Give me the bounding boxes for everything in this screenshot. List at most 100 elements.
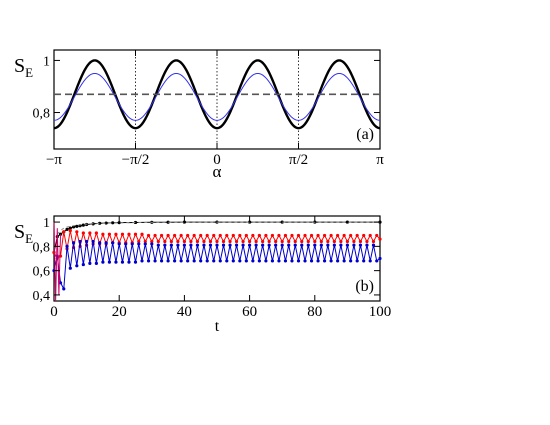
panel-a-series xyxy=(53,59,381,130)
data-point xyxy=(261,243,265,247)
data-point xyxy=(345,239,349,244)
data-point xyxy=(163,239,167,244)
y-tick-label: 1 xyxy=(43,54,50,69)
data-point xyxy=(355,233,359,238)
data-point xyxy=(137,239,141,244)
data-point xyxy=(274,243,278,247)
series-line-blue-markers xyxy=(53,241,381,291)
data-point xyxy=(173,259,177,263)
data-point xyxy=(362,259,366,263)
y-tick-label: 0,4 xyxy=(33,289,51,304)
data-point xyxy=(277,233,281,238)
data-point xyxy=(339,239,343,244)
data-point xyxy=(248,243,252,247)
data-point xyxy=(251,259,255,263)
series-line-black-markers xyxy=(53,221,380,253)
data-point xyxy=(111,241,115,245)
data-point xyxy=(254,243,258,247)
data-point xyxy=(195,239,200,244)
data-point xyxy=(287,239,291,244)
data-point xyxy=(358,243,363,247)
data-point xyxy=(111,221,115,225)
data-point xyxy=(88,231,92,235)
data-point xyxy=(137,242,141,246)
data-point xyxy=(81,231,85,235)
data-point xyxy=(173,233,177,238)
x-tick-label: π/2 xyxy=(289,152,308,168)
x-tick-label: 80 xyxy=(307,304,322,320)
data-point xyxy=(143,239,147,244)
data-point xyxy=(212,259,216,263)
data-point xyxy=(267,243,271,247)
data-point xyxy=(283,259,288,263)
data-point xyxy=(306,243,310,247)
panel-a-y-label-main: S xyxy=(14,55,25,77)
data-point xyxy=(280,239,284,244)
series-line-magenta-spike xyxy=(53,222,62,302)
data-point xyxy=(218,259,222,263)
data-point xyxy=(270,233,275,238)
data-point xyxy=(365,243,369,247)
data-point xyxy=(368,259,372,263)
data-point xyxy=(130,242,134,246)
panel-a-x-axis-label: α xyxy=(213,162,222,181)
data-point xyxy=(75,264,79,268)
data-point xyxy=(378,237,382,241)
data-point xyxy=(62,230,66,234)
data-point xyxy=(329,259,333,263)
data-point xyxy=(114,260,118,264)
x-tick-label: 40 xyxy=(177,304,192,320)
data-point xyxy=(104,241,108,245)
data-point xyxy=(169,239,173,244)
data-point xyxy=(215,243,219,247)
data-point xyxy=(218,233,222,238)
data-point xyxy=(202,243,206,247)
data-point xyxy=(85,239,89,244)
panel-a-reference-lines xyxy=(135,50,299,149)
data-point xyxy=(309,259,314,263)
data-point xyxy=(140,232,144,236)
data-point xyxy=(270,259,275,263)
data-point xyxy=(322,259,327,263)
data-point xyxy=(81,223,85,227)
data-point xyxy=(264,233,268,238)
data-point xyxy=(68,226,72,230)
data-point xyxy=(280,243,284,247)
data-point xyxy=(91,239,95,244)
data-point xyxy=(371,239,376,244)
panel-b-y-label-sub: E xyxy=(25,231,33,246)
data-point xyxy=(88,261,92,265)
data-point xyxy=(192,259,196,263)
data-point xyxy=(127,232,131,236)
data-point xyxy=(221,239,226,244)
data-point xyxy=(133,220,138,225)
data-point xyxy=(306,239,310,244)
data-point xyxy=(182,220,186,224)
data-point xyxy=(267,239,271,244)
data-point xyxy=(342,233,346,238)
data-point xyxy=(336,259,340,263)
data-point xyxy=(189,239,193,244)
data-point xyxy=(81,262,85,267)
data-point xyxy=(228,239,232,244)
data-point xyxy=(120,232,125,236)
data-point xyxy=(251,233,255,238)
data-point xyxy=(296,233,301,238)
data-point xyxy=(94,231,98,235)
data-point xyxy=(107,232,112,236)
data-point xyxy=(133,232,138,236)
data-point xyxy=(166,259,170,263)
data-point xyxy=(65,244,69,248)
data-point xyxy=(355,259,359,263)
data-point xyxy=(257,259,261,263)
data-point xyxy=(313,243,317,247)
data-point xyxy=(166,220,170,224)
data-point xyxy=(163,243,167,247)
data-point xyxy=(208,239,213,244)
data-point xyxy=(244,259,248,263)
data-point xyxy=(283,233,288,238)
data-point xyxy=(368,233,372,238)
data-point xyxy=(208,243,213,247)
data-point xyxy=(254,239,258,244)
